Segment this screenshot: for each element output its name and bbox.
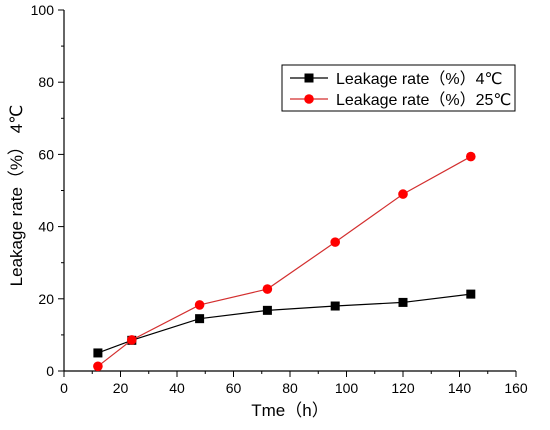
legend-box (281, 64, 516, 112)
legend-label: Leakage rate（%）25℃ (336, 91, 511, 109)
data-point (398, 297, 408, 307)
series-1 (93, 289, 476, 358)
legend-marker (304, 73, 314, 83)
data-point (262, 284, 273, 294)
series-line (97, 156, 472, 367)
x-tick-label: 60 (226, 380, 242, 396)
data-point (466, 289, 476, 299)
data-point (466, 151, 476, 162)
y-tick-label: 80 (38, 74, 54, 90)
x-tick-label: 140 (448, 380, 472, 396)
x-tick-label: 100 (335, 380, 359, 396)
y-tick-label: 60 (38, 146, 54, 162)
y-tick-label: 20 (38, 291, 54, 307)
x-tick-label: 40 (169, 380, 185, 396)
x-tick-label: 20 (113, 380, 129, 396)
legend-label: Leakage rate（%）4℃ (336, 70, 503, 88)
data-point (127, 335, 137, 345)
y-axis-label: Leakage rate（%） 4℃ (7, 105, 26, 287)
data-point (330, 237, 341, 247)
legend-marker (304, 94, 314, 104)
series-line (97, 293, 471, 354)
x-tick-label: 0 (60, 380, 68, 396)
x-tick-label: 120 (391, 380, 415, 396)
x-axis-label: Tme（h） (251, 401, 328, 420)
legend: Leakage rate（%）4℃ Leakage rate（%）25℃ (281, 64, 516, 112)
data-point (93, 348, 103, 358)
y-tick-label: 40 (38, 219, 54, 235)
data-point (93, 361, 103, 372)
x-tick-label: 160 (504, 380, 528, 396)
y-tick-label: 0 (46, 363, 54, 379)
data-point (262, 305, 272, 315)
series-2 (93, 151, 476, 372)
axes: 0 20 40 60 80 100 120 140 160 0 20 40 60 80 100 (31, 2, 528, 396)
data-point (398, 189, 408, 199)
y-tick-label: 100 (31, 2, 55, 18)
x-tick-label: 80 (282, 380, 298, 396)
data-point (195, 314, 205, 324)
data-point (330, 301, 340, 311)
series-layer (93, 151, 476, 372)
data-point (194, 300, 205, 310)
